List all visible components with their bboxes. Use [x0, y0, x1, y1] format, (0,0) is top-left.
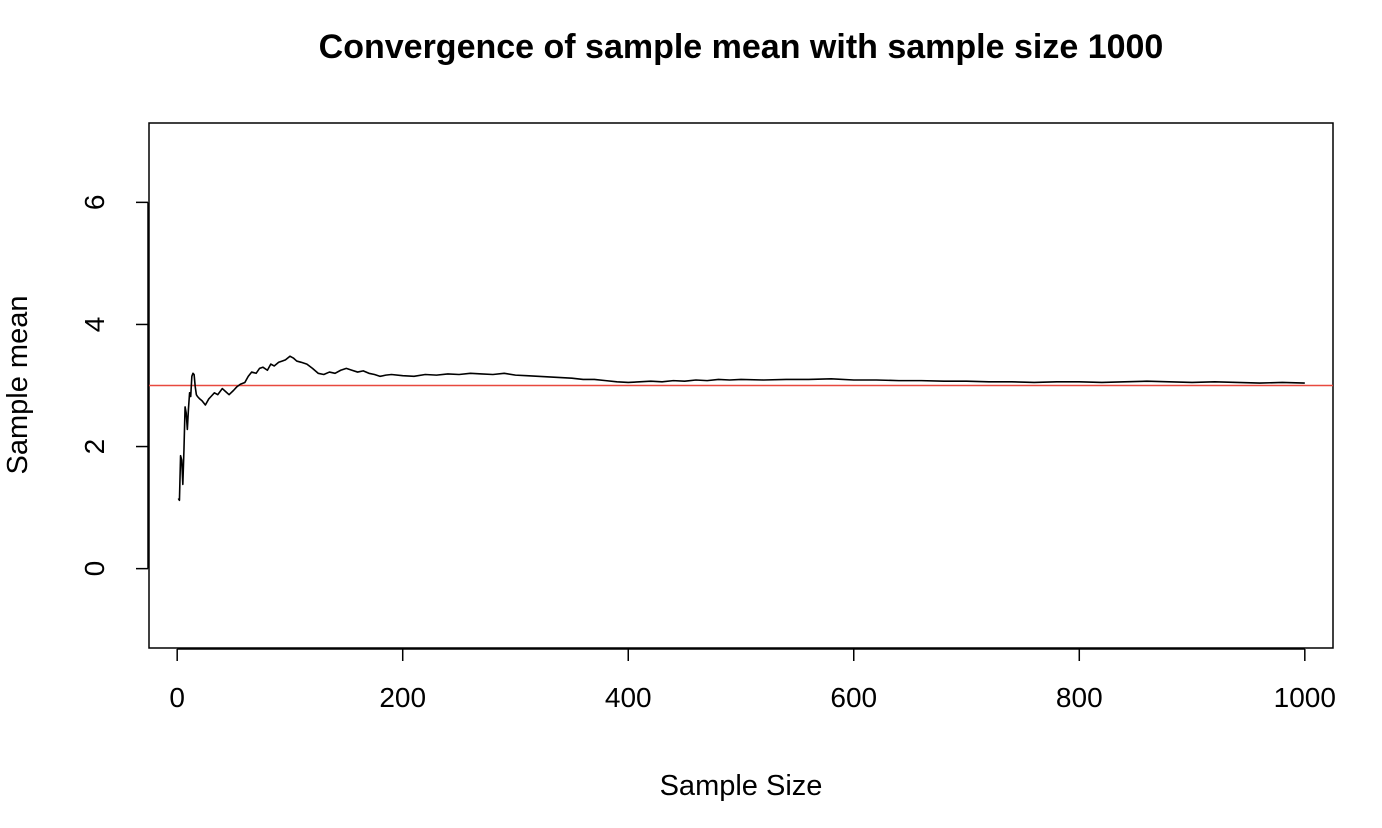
y-axis-label: Sample mean — [2, 296, 34, 475]
x-tick-label: 800 — [1056, 682, 1103, 713]
y-tick-label: 0 — [79, 561, 110, 577]
x-axis-label: Sample Size — [660, 770, 823, 802]
x-tick-label: 400 — [605, 682, 652, 713]
x-tick-label: 200 — [379, 682, 426, 713]
y-axis: 0 2 4 6 — [79, 195, 149, 577]
y-tick-label: 6 — [79, 195, 110, 211]
x-axis: 0 200 400 600 800 1000 — [169, 648, 1336, 713]
y-tick-label: 2 — [79, 439, 110, 455]
x-tick-label: 0 — [169, 682, 185, 713]
x-tick-label: 600 — [830, 682, 877, 713]
chart-title: Convergence of sample mean with sample s… — [319, 28, 1164, 66]
series-line-0 — [177, 355, 1305, 502]
x-tick-label: 1000 — [1274, 682, 1336, 713]
y-tick-label: 4 — [79, 317, 110, 333]
series-layer — [177, 355, 1305, 502]
